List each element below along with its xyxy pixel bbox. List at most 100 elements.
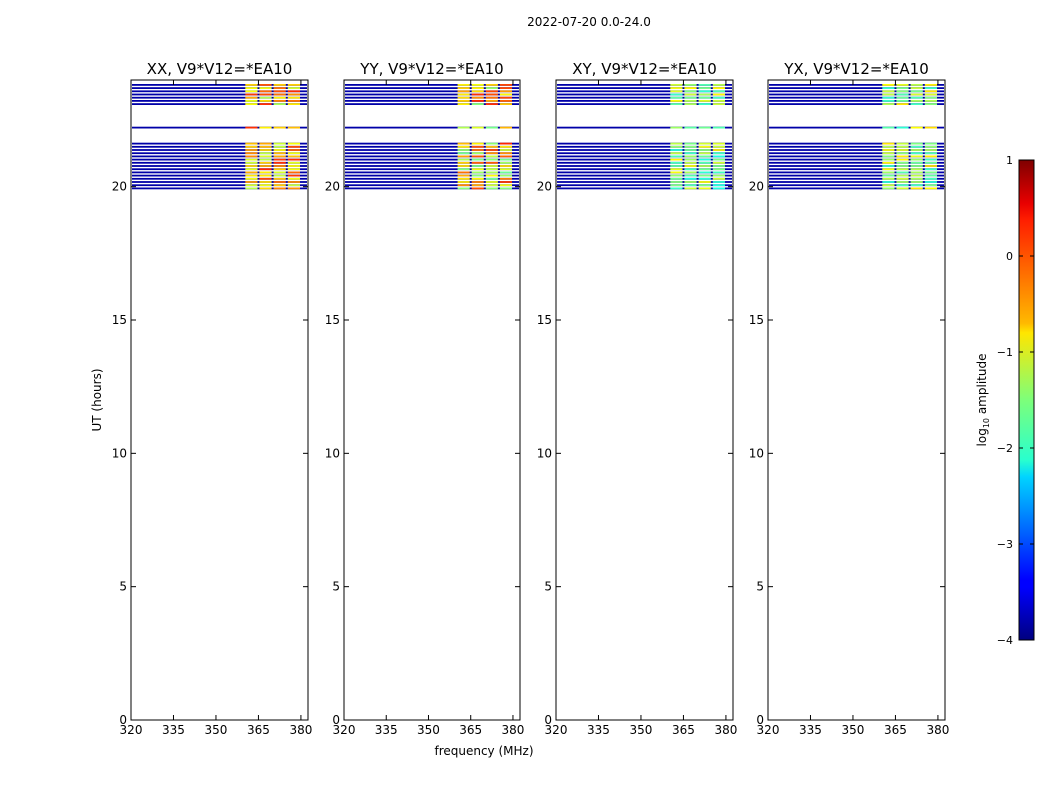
- heatmap-block: [499, 165, 512, 167]
- heatmap-block: [287, 90, 300, 93]
- heatmap-block: [471, 126, 484, 129]
- heatmap-block: [684, 181, 697, 183]
- heatmap-block: [457, 152, 470, 155]
- heatmap-block: [910, 149, 923, 151]
- heatmap-block: [245, 165, 258, 167]
- x-tick-label: 380: [714, 723, 737, 737]
- y-tick-label: 15: [749, 313, 764, 327]
- heatmap-row: [557, 149, 732, 151]
- heatmap-block: [471, 187, 484, 190]
- heatmap-block: [910, 177, 923, 180]
- heatmap-block: [471, 155, 484, 158]
- heatmap-row: [557, 165, 732, 167]
- y-tick-label: 5: [544, 580, 552, 594]
- colorbar-tick-label: 0: [1006, 250, 1013, 263]
- heatmap-block: [910, 161, 923, 164]
- heatmap-block: [259, 184, 272, 187]
- heatmap-block: [287, 184, 300, 187]
- x-tick-label: 320: [333, 723, 356, 737]
- y-tick-label: 20: [537, 180, 552, 194]
- heatmap-block: [910, 168, 923, 171]
- heatmap-block: [924, 177, 937, 180]
- heatmap-row: [557, 87, 732, 89]
- y-tick-label: 20: [112, 180, 127, 194]
- heatmap-block: [471, 171, 484, 174]
- heatmap-block: [882, 100, 895, 102]
- panel-yx: YX, V9*V12=*EA10 320 335 350 365 380 0 5 10 15 20: [749, 60, 950, 737]
- figure-suptitle: 2022-07-20 0.0-24.0: [527, 15, 651, 29]
- heatmap-block: [910, 145, 923, 148]
- heatmap-row: [132, 84, 307, 86]
- y-tick-label: 0: [756, 713, 764, 727]
- heatmap-block: [485, 93, 498, 96]
- heatmap-block: [924, 142, 937, 145]
- heatmap-block: [882, 165, 895, 167]
- heatmap-row: [769, 93, 944, 96]
- heatmap-block: [698, 174, 711, 177]
- heatmap-row: [769, 84, 944, 86]
- heatmap-row: [769, 187, 944, 190]
- heatmap-block: [670, 87, 683, 89]
- heatmap-row: [132, 96, 307, 99]
- heatmap-row: [132, 158, 307, 161]
- colorbar-label: log10 amplitude: [975, 354, 991, 447]
- heatmap-block: [457, 145, 470, 148]
- heatmap-row: [557, 174, 732, 177]
- heatmap-block: [684, 90, 697, 93]
- heatmap-block: [245, 158, 258, 161]
- y-tick-label: 10: [325, 446, 340, 460]
- heatmap-block: [684, 152, 697, 155]
- heatmap-block: [457, 181, 470, 183]
- heatmap-block: [924, 90, 937, 93]
- heatmap-block: [712, 142, 725, 145]
- heatmap-block: [471, 149, 484, 151]
- heatmap-block: [910, 96, 923, 99]
- heatmap-row: [769, 145, 944, 148]
- heatmap-row: [557, 155, 732, 158]
- heatmap-block: [287, 103, 300, 105]
- heatmap-block: [287, 177, 300, 180]
- heatmap-block: [485, 187, 498, 190]
- heatmap-block: [485, 184, 498, 187]
- heatmap-block: [670, 181, 683, 183]
- heatmap-block: [896, 177, 909, 180]
- heatmap-row: [769, 126, 944, 129]
- heatmap-block: [684, 145, 697, 148]
- heatmap-block: [259, 181, 272, 183]
- y-tick-label: 0: [119, 713, 127, 727]
- heatmap-block: [245, 187, 258, 190]
- heatmap-block: [896, 90, 909, 93]
- heatmap-row: [132, 142, 307, 145]
- heatmap-block: [499, 90, 512, 93]
- heatmap-row: [557, 84, 732, 86]
- heatmap-block: [910, 171, 923, 174]
- heatmap-block: [910, 184, 923, 187]
- heatmap-block: [273, 177, 286, 180]
- y-tick-label: 20: [325, 180, 340, 194]
- heatmap-row: [132, 152, 307, 155]
- heatmap-block: [698, 84, 711, 86]
- heatmap-block: [287, 181, 300, 183]
- heatmap-row: [769, 155, 944, 158]
- heatmap-block: [670, 184, 683, 187]
- heatmap-block: [882, 168, 895, 171]
- heatmap-block: [499, 155, 512, 158]
- heatmap-block: [471, 174, 484, 177]
- heatmap-row: [769, 100, 944, 102]
- heatmap-block: [910, 142, 923, 145]
- heatmap-block: [896, 87, 909, 89]
- heatmap-block: [245, 142, 258, 145]
- y-tick-label: 15: [325, 313, 340, 327]
- heatmap-row: [345, 177, 519, 180]
- heatmap-block: [457, 103, 470, 105]
- heatmap-block: [910, 187, 923, 190]
- heatmap-block: [273, 161, 286, 164]
- heatmap-block: [670, 96, 683, 99]
- heatmap-block: [698, 152, 711, 155]
- heatmap-block: [684, 168, 697, 171]
- heatmap-block: [499, 161, 512, 164]
- heatmap-row: [345, 165, 519, 167]
- heatmap-block: [882, 161, 895, 164]
- heatmap-block: [287, 93, 300, 96]
- heatmap-block: [882, 103, 895, 105]
